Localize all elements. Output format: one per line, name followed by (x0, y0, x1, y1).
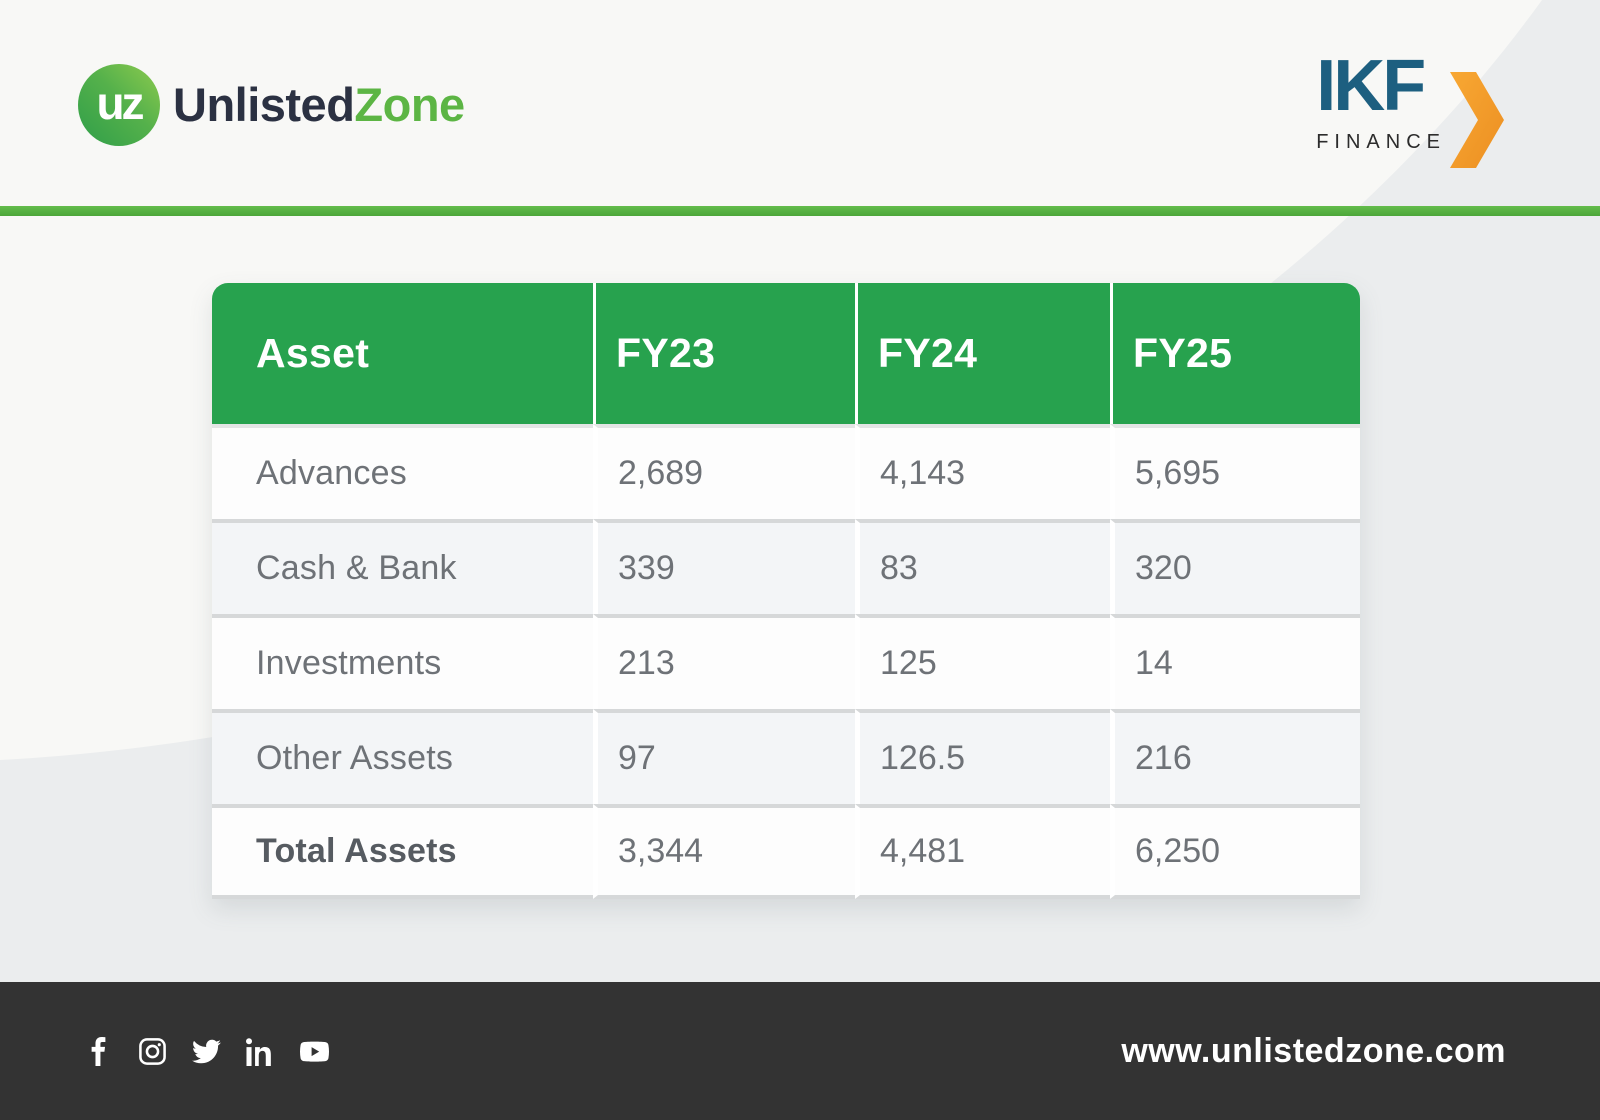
website-url[interactable]: www.unlistedzone.com (1121, 1031, 1506, 1070)
asset-value-fy24: 4,481 (855, 804, 1110, 899)
instagram-icon[interactable] (138, 1037, 167, 1066)
unlistedzone-wordmark: UnlistedZone (173, 77, 465, 132)
table-header-row: Asset FY23 FY24 FY25 (212, 283, 1360, 424)
monogram-text: uz (96, 76, 144, 129)
asset-value-fy23: 339 (593, 519, 855, 614)
facebook-icon[interactable] (84, 1036, 113, 1066)
asset-value-fy25: 14 (1110, 614, 1360, 709)
table-row: Cash & Bank 339 83 320 (212, 519, 1360, 614)
asset-value-fy25: 320 (1110, 519, 1360, 614)
column-header-fy25: FY25 (1110, 283, 1360, 424)
unlistedzone-logo: uz UnlistedZone (78, 63, 465, 146)
ikf-finance-logo: IKF FINANCE (1316, 45, 1504, 168)
wordmark-zone: Zone (354, 78, 465, 131)
asset-value-fy23: 3,344 (593, 804, 855, 899)
asset-value-fy24: 126.5 (855, 709, 1110, 804)
asset-value-fy24: 125 (855, 614, 1110, 709)
asset-value-fy24: 83 (855, 519, 1110, 614)
asset-value-fy24: 4,143 (855, 424, 1110, 519)
linkedin-icon[interactable] (246, 1037, 275, 1066)
asset-value-fy25: 216 (1110, 709, 1360, 804)
column-header-asset: Asset (256, 330, 370, 376)
asset-name: Total Assets (212, 804, 593, 899)
table-row: Total Assets 3,344 4,481 6,250 (212, 804, 1360, 899)
wordmark-unlisted: Unlisted (173, 78, 355, 131)
asset-name: Other Assets (212, 709, 593, 804)
unlistedzone-monogram-icon: uz (78, 63, 160, 146)
asset-name: Investments (212, 614, 593, 709)
table-row: Advances 2,689 4,143 5,695 (212, 424, 1360, 519)
asset-name: Advances (212, 424, 593, 519)
column-header-fy23: FY23 (593, 283, 855, 424)
table-body: Advances 2,689 4,143 5,695 Cash & Bank 3… (212, 424, 1360, 899)
asset-name: Cash & Bank (212, 519, 593, 614)
table-row: Other Assets 97 126.5 216 (212, 709, 1360, 804)
social-icons (84, 1036, 329, 1066)
ikf-arrow-icon (1450, 71, 1504, 168)
asset-table: Asset FY23 FY24 FY25 Advances 2,689 4,14… (212, 283, 1360, 899)
footer-bar: www.unlistedzone.com (0, 982, 1600, 1120)
asset-value-fy23: 97 (593, 709, 855, 804)
asset-value-fy25: 6,250 (1110, 804, 1360, 899)
ikf-finance-label: FINANCE (1316, 130, 1446, 153)
asset-value-fy25: 5,695 (1110, 424, 1360, 519)
top-bar: uz UnlistedZone IKF FINANCE (0, 0, 1600, 209)
youtube-icon[interactable] (300, 1037, 329, 1066)
ikf-logo-text: IKF (1316, 45, 1426, 126)
column-header-fy24: FY24 (855, 283, 1110, 424)
divider-line (0, 206, 1600, 216)
asset-value-fy23: 213 (593, 614, 855, 709)
twitter-icon[interactable] (192, 1037, 221, 1066)
table-row: Investments 213 125 14 (212, 614, 1360, 709)
asset-value-fy23: 2,689 (593, 424, 855, 519)
